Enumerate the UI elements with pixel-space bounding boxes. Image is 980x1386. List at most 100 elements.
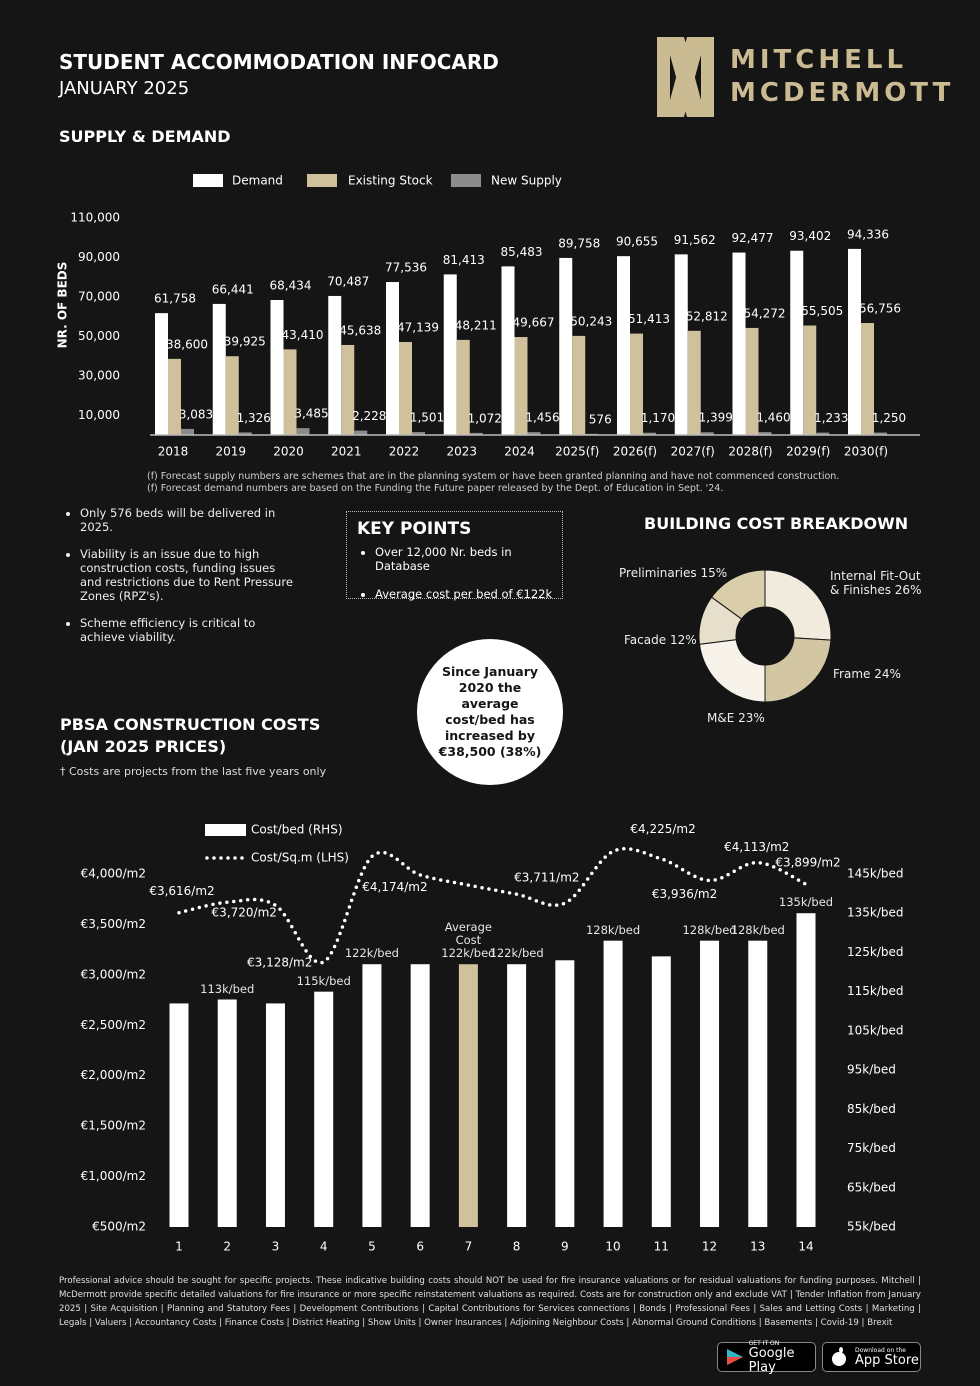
store-caption: GET IT ON [748, 1339, 780, 1347]
y-tick-label: €2,500/m2 [81, 1018, 146, 1032]
pie-value-label: 15% [700, 566, 728, 580]
x-tick-label: 9 [561, 1240, 569, 1254]
data-label: 1,170 [641, 411, 675, 425]
data-label: 92,477 [732, 231, 774, 245]
bar [651, 956, 671, 1227]
data-label: €4,174/m2 [362, 880, 427, 894]
store-label: Google Play [748, 1345, 795, 1375]
data-label: Average Cost 122k/bed [441, 920, 496, 961]
bar [410, 964, 430, 1227]
data-label: 51,413 [628, 312, 670, 326]
y2-tick-label: 55k/bed [847, 1220, 896, 1234]
bar [270, 299, 284, 435]
store-icon [832, 1347, 846, 1366]
legend-label: Demand [232, 174, 283, 188]
google-play-button[interactable]: GET IT ON Google Play [717, 1340, 816, 1375]
bar [803, 325, 817, 435]
bar [341, 344, 355, 435]
data-label: 61,758 [154, 292, 196, 306]
section-note: † Costs are projects from the last five … [60, 765, 327, 778]
data-label: 56,756 [859, 302, 901, 316]
y-tick-label: €3,000/m2 [81, 967, 146, 981]
line [177, 846, 808, 965]
logo-text: MCDERMOTT [730, 78, 955, 108]
pie-label: Internal Fit-Out & Finishes 26% [830, 569, 930, 597]
footnote: (f) Forecast supply numbers are schemes … [147, 471, 840, 482]
bar [283, 349, 297, 435]
bar [399, 342, 412, 435]
bar [386, 282, 399, 435]
y-tick-label: 30,000 [78, 368, 120, 382]
data-label: 91,562 [674, 233, 716, 247]
bar [790, 250, 804, 435]
bar [748, 940, 768, 1227]
pie-value-label: 24% [874, 667, 901, 681]
data-label: 1,501 [410, 411, 444, 425]
data-label: 38,600 [166, 337, 208, 351]
bar [674, 254, 688, 435]
bar [225, 356, 239, 435]
data-label: 1,399 [699, 411, 733, 425]
data-label: 3,083 [179, 407, 213, 421]
disclaimer: Professional advice should be sought for… [59, 1276, 921, 1328]
y-tick-label: 10,000 [78, 408, 120, 422]
data-label: 49,667 [513, 316, 555, 330]
data-label: 47,139 [397, 321, 439, 335]
bar [874, 432, 887, 435]
bar [861, 323, 874, 435]
bar [169, 1003, 189, 1227]
y-tick-label: 70,000 [78, 289, 120, 303]
store-icon [727, 1349, 743, 1365]
pie-label: Facade 12% [624, 633, 697, 647]
data-label: 89,758 [558, 236, 600, 250]
highlight: Only 576 beds will be delivered in 2025. [80, 506, 295, 534]
x-tick-label: 2020 [273, 445, 304, 459]
x-tick-label: 2 [223, 1240, 231, 1254]
store-text: GET IT ON Google Play [749, 1340, 815, 1375]
y-tick-label: 90,000 [78, 250, 120, 264]
key-point: Average cost per bed of €122k [375, 587, 562, 601]
pie-value-label: 23% [738, 711, 765, 725]
data-label: 68,434 [270, 278, 312, 292]
data-label: €3,616/m2 [149, 884, 214, 898]
bar [527, 432, 541, 435]
y2-tick-label: 135k/bed [847, 906, 904, 920]
x-tick-label: 11 [654, 1240, 669, 1254]
data-label: €4,113/m2 [724, 840, 789, 854]
pie-slice [764, 637, 832, 703]
pie-value-label: 26% [894, 583, 922, 597]
data-label: 43,410 [282, 328, 324, 342]
x-tick-label: 7 [465, 1240, 473, 1254]
bar [265, 1003, 285, 1227]
pie-slice [764, 569, 832, 641]
data-label: 122k/bed [344, 946, 399, 961]
data-label: 55,505 [801, 304, 843, 318]
highlights: Only 576 beds will be delivered in 2025.… [60, 506, 295, 657]
section-title: SUPPLY & DEMAND [59, 127, 231, 146]
bar [732, 252, 746, 435]
legend-label: Cost/bed (RHS) [251, 823, 343, 837]
pie-category: Internal Fit-Out & Finishes [830, 569, 921, 597]
bar [212, 303, 226, 435]
bar [296, 428, 310, 435]
data-label: 1,460 [756, 411, 790, 425]
data-label: 45,638 [339, 323, 381, 337]
bar [848, 248, 861, 435]
data-label: 39,925 [224, 335, 266, 349]
x-tick-label: 2022 [389, 445, 420, 459]
bar [155, 313, 168, 435]
y2-tick-label: 125k/bed [847, 945, 904, 959]
legend-swatch [205, 824, 246, 836]
x-tick-label: 2025(f) [555, 445, 599, 459]
data-label: €3,899/m2 [775, 856, 840, 870]
y-tick-label: €500/m2 [92, 1220, 146, 1234]
bar [617, 256, 630, 435]
key-point: Over 12,000 Nr. beds in Database [375, 545, 562, 573]
bar [514, 337, 528, 435]
app-store-button[interactable]: Download on the App Store [822, 1342, 921, 1372]
store-label: App Store [855, 1352, 919, 1368]
x-tick-label: 1 [175, 1240, 183, 1254]
data-label: 1,072 [468, 411, 502, 425]
data-label: 576 [589, 412, 612, 426]
